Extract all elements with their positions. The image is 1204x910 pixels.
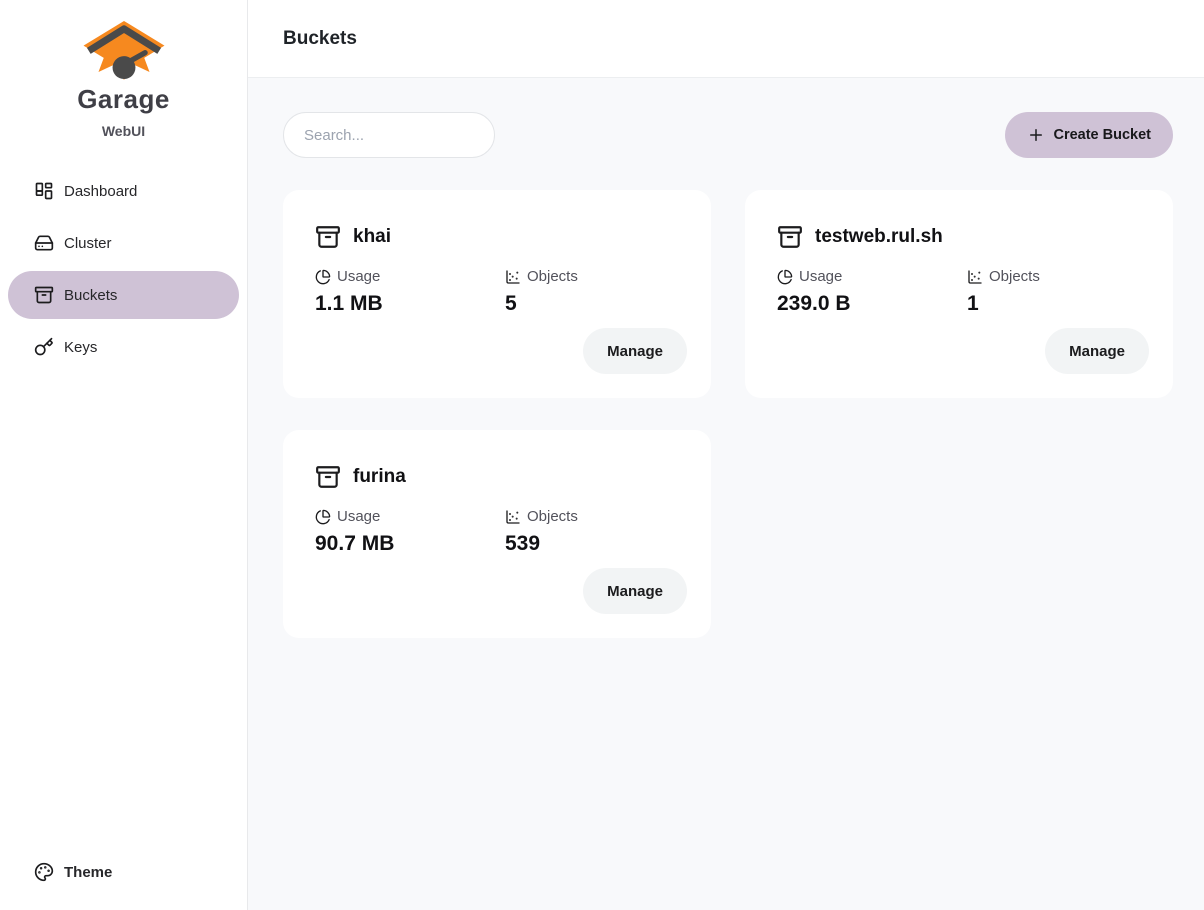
archive-icon bbox=[315, 464, 341, 490]
page-title: Buckets bbox=[283, 27, 357, 49]
content-area: Create Bucket khai bbox=[248, 78, 1204, 910]
sidebar-item-label: Dashboard bbox=[64, 182, 138, 200]
manage-button[interactable]: Manage bbox=[1045, 328, 1149, 374]
bucket-name: furina bbox=[353, 466, 406, 487]
theme-toggle-button[interactable]: Theme bbox=[8, 852, 239, 892]
sidebar-item-label: Cluster bbox=[64, 234, 112, 252]
sidebar-item-keys[interactable]: Keys bbox=[8, 323, 239, 371]
sidebar-item-cluster[interactable]: Cluster bbox=[8, 219, 239, 267]
objects-stat: Objects 1 bbox=[967, 268, 1149, 316]
logo-block: Garage WebUI bbox=[0, 0, 247, 139]
usage-value: 1.1 MB bbox=[315, 292, 383, 315]
archive-icon bbox=[34, 285, 54, 305]
bucket-title-row: testweb.rul.sh bbox=[777, 224, 1149, 250]
bucket-stats: Usage 90.7 MB Objects 539 bbox=[315, 508, 687, 556]
bucket-name: testweb.rul.sh bbox=[815, 226, 943, 247]
sidebar: Garage WebUI Dashboard Cluster Buckets bbox=[0, 0, 248, 910]
pie-chart-icon bbox=[777, 269, 793, 285]
usage-stat: Usage 239.0 B bbox=[777, 268, 967, 316]
bucket-stats: Usage 239.0 B Objects 1 bbox=[777, 268, 1149, 316]
bucket-title-row: khai bbox=[315, 224, 687, 250]
sidebar-nav: Dashboard Cluster Buckets Keys bbox=[0, 167, 247, 371]
usage-stat: Usage 1.1 MB bbox=[315, 268, 505, 316]
toolbar: Create Bucket bbox=[283, 112, 1173, 158]
create-bucket-button[interactable]: Create Bucket bbox=[1005, 112, 1173, 158]
garage-logo-icon bbox=[83, 20, 164, 80]
sidebar-item-dashboard[interactable]: Dashboard bbox=[8, 167, 239, 215]
bucket-stats: Usage 1.1 MB Objects 5 bbox=[315, 268, 687, 316]
usage-value: 90.7 MB bbox=[315, 532, 395, 555]
sidebar-spacer bbox=[0, 371, 247, 852]
scatter-chart-icon bbox=[505, 269, 521, 285]
bucket-name: khai bbox=[353, 226, 392, 247]
archive-icon bbox=[777, 224, 803, 250]
manage-button[interactable]: Manage bbox=[583, 568, 687, 614]
scatter-chart-icon bbox=[967, 269, 983, 285]
objects-value: 539 bbox=[505, 532, 541, 555]
plus-icon bbox=[1027, 126, 1045, 144]
create-bucket-label: Create Bucket bbox=[1053, 127, 1151, 143]
app-title: Garage bbox=[77, 84, 170, 114]
key-icon bbox=[34, 337, 54, 357]
usage-label: Usage bbox=[799, 268, 843, 285]
bucket-title-row: furina bbox=[315, 464, 687, 490]
app-subtitle: WebUI bbox=[101, 123, 146, 139]
bucket-card: testweb.rul.sh Usage 239.0 B bbox=[745, 190, 1173, 398]
usage-stat: Usage 90.7 MB bbox=[315, 508, 505, 556]
search-input[interactable] bbox=[283, 112, 495, 158]
palette-icon bbox=[34, 862, 54, 882]
sidebar-item-buckets[interactable]: Buckets bbox=[8, 271, 239, 319]
objects-label: Objects bbox=[527, 268, 578, 285]
main-area: Buckets Create Bucket khai bbox=[248, 0, 1204, 910]
objects-label: Objects bbox=[989, 268, 1040, 285]
layout-dashboard-icon bbox=[34, 181, 54, 201]
pie-chart-icon bbox=[315, 269, 331, 285]
objects-label: Objects bbox=[527, 508, 578, 525]
sidebar-item-label: Keys bbox=[64, 338, 98, 356]
bucket-card: khai Usage 1.1 MB bbox=[283, 190, 711, 398]
objects-stat: Objects 5 bbox=[505, 268, 687, 316]
bucket-cards-grid: khai Usage 1.1 MB bbox=[283, 190, 1173, 638]
hard-drive-icon bbox=[34, 233, 54, 253]
objects-value: 1 bbox=[967, 292, 979, 315]
pie-chart-icon bbox=[315, 509, 331, 525]
archive-icon bbox=[315, 224, 341, 250]
usage-label: Usage bbox=[337, 508, 381, 525]
manage-button[interactable]: Manage bbox=[583, 328, 687, 374]
theme-label: Theme bbox=[64, 863, 113, 881]
objects-value: 5 bbox=[505, 292, 517, 315]
sidebar-item-label: Buckets bbox=[64, 286, 118, 304]
bucket-card: furina Usage 90.7 MB bbox=[283, 430, 711, 638]
objects-stat: Objects 539 bbox=[505, 508, 687, 556]
top-header: Buckets bbox=[248, 0, 1204, 78]
usage-label: Usage bbox=[337, 268, 381, 285]
usage-value: 239.0 B bbox=[777, 292, 851, 315]
scatter-chart-icon bbox=[505, 509, 521, 525]
